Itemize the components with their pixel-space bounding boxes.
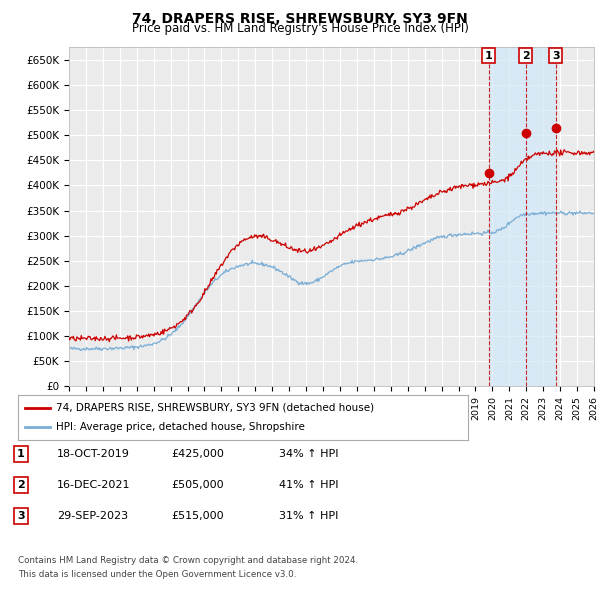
Text: £505,000: £505,000 bbox=[171, 480, 224, 490]
Text: 1: 1 bbox=[17, 450, 25, 459]
Text: 34% ↑ HPI: 34% ↑ HPI bbox=[279, 450, 338, 459]
Text: Contains HM Land Registry data © Crown copyright and database right 2024.: Contains HM Land Registry data © Crown c… bbox=[18, 556, 358, 565]
Bar bbox=[526, 47, 556, 386]
Text: 3: 3 bbox=[552, 51, 560, 61]
Text: 18-OCT-2019: 18-OCT-2019 bbox=[57, 450, 130, 459]
Text: 74, DRAPERS RISE, SHREWSBURY, SY3 9FN: 74, DRAPERS RISE, SHREWSBURY, SY3 9FN bbox=[132, 12, 468, 26]
Text: This data is licensed under the Open Government Licence v3.0.: This data is licensed under the Open Gov… bbox=[18, 571, 296, 579]
Text: 41% ↑ HPI: 41% ↑ HPI bbox=[279, 480, 338, 490]
Text: 1: 1 bbox=[485, 51, 493, 61]
Text: 3: 3 bbox=[17, 511, 25, 520]
Text: Price paid vs. HM Land Registry's House Price Index (HPI): Price paid vs. HM Land Registry's House … bbox=[131, 22, 469, 35]
Text: 16-DEC-2021: 16-DEC-2021 bbox=[57, 480, 131, 490]
Bar bbox=[489, 47, 526, 386]
Text: 31% ↑ HPI: 31% ↑ HPI bbox=[279, 511, 338, 520]
Text: 74, DRAPERS RISE, SHREWSBURY, SY3 9FN (detached house): 74, DRAPERS RISE, SHREWSBURY, SY3 9FN (d… bbox=[56, 403, 374, 412]
Text: 29-SEP-2023: 29-SEP-2023 bbox=[57, 511, 128, 520]
Text: 2: 2 bbox=[17, 480, 25, 490]
Text: 2: 2 bbox=[522, 51, 529, 61]
Text: £515,000: £515,000 bbox=[171, 511, 224, 520]
Text: HPI: Average price, detached house, Shropshire: HPI: Average price, detached house, Shro… bbox=[56, 422, 305, 432]
Text: £425,000: £425,000 bbox=[171, 450, 224, 459]
